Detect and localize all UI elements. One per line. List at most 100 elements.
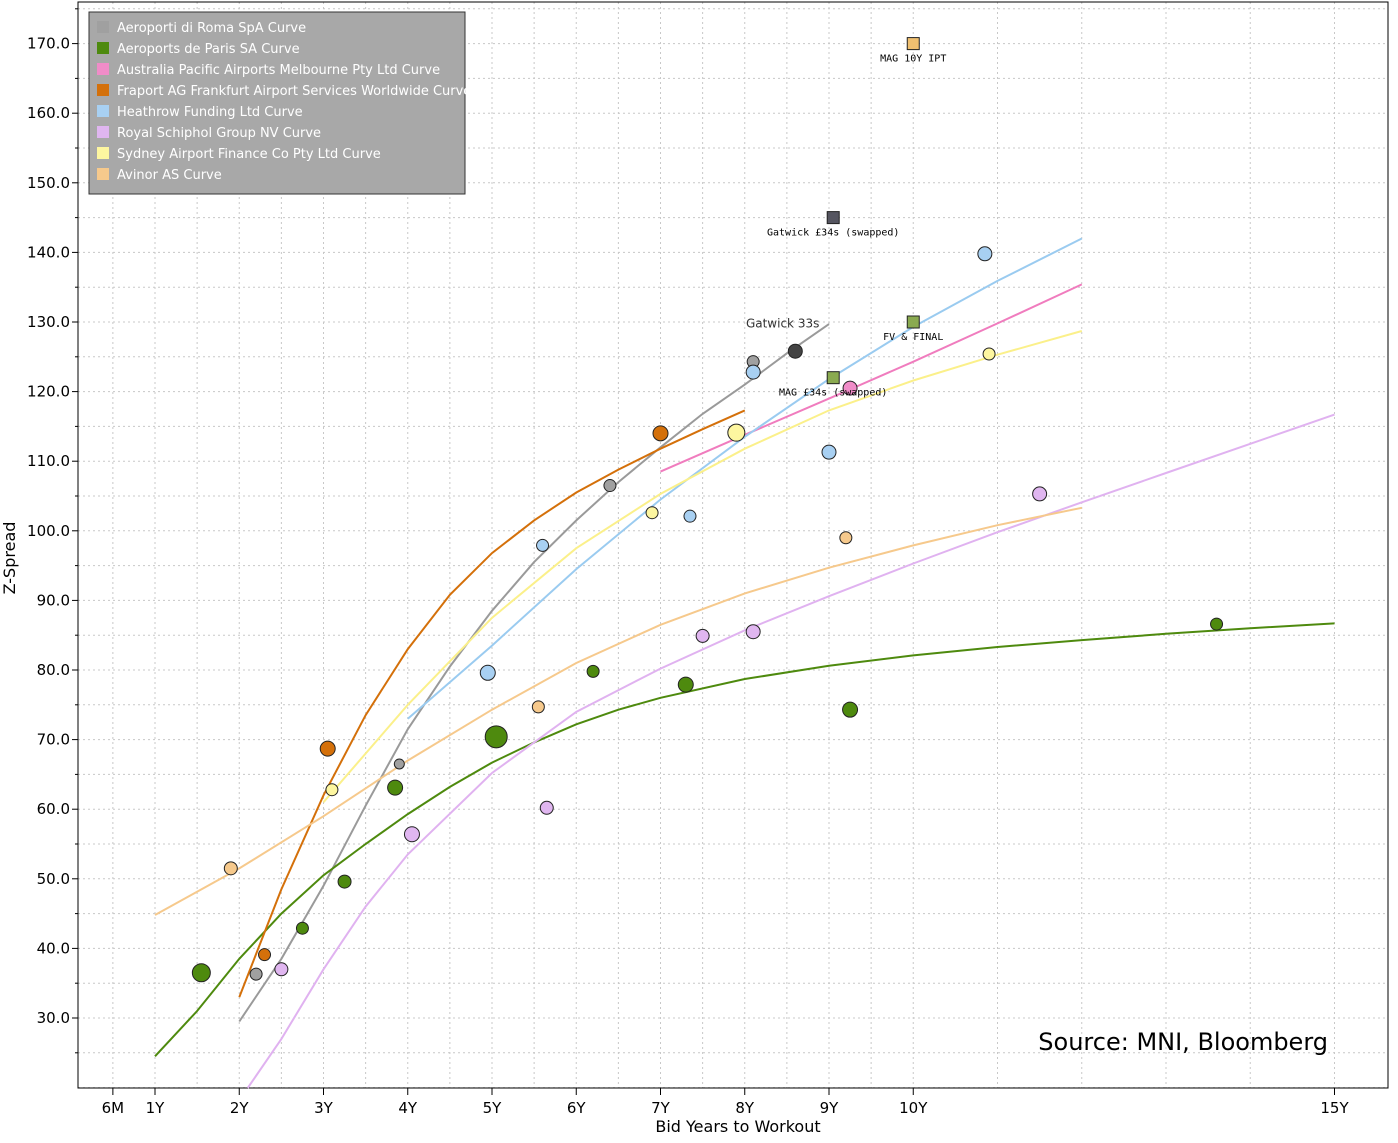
data-point [1210,617,1224,631]
legend-label: Aeroporti di Roma SpA Curve [117,21,306,36]
legend-swatch [97,147,109,159]
annotation-label: Gatwick 33s [746,317,819,331]
y-tick-label: 80.0 [37,661,70,679]
fitted-curves [154,237,1335,1089]
data-point [274,962,289,977]
axes: 30.0 40.0 50.0 60.0 70.0 80.0 90.0 100.0 110.0 12… [27,1,1389,1117]
x-tick-label: 6Y [567,1099,587,1117]
legend-swatch [97,168,109,180]
marker-label: MAG £34s (swapped) [779,388,887,399]
data-point [531,700,545,714]
curve-line [660,283,1083,473]
data-point [484,725,508,749]
y-tick-label: 150.0 [27,174,70,192]
y-tick-label: 40.0 [37,939,70,957]
square-marker [826,371,840,385]
data-point [745,624,761,640]
x-tick-label: 8Y [735,1099,755,1117]
y-tick-label: 120.0 [27,383,70,401]
data-point [842,380,858,396]
curve-line [407,237,1083,720]
legend-swatch [97,84,109,96]
data-point [295,921,309,935]
data-point [223,861,238,876]
y-axis-title: Z-Spread [0,522,19,595]
curve-line [154,622,1335,1057]
curve-line [154,506,1083,916]
legend-label: Aeroports de Paris SA Curve [117,42,300,57]
legend-swatch [97,105,109,117]
y-tick-label: 130.0 [27,313,70,331]
y-tick-label: 90.0 [37,591,70,609]
legend[interactable]: Aeroporti di Roma SpA Curve Aeroports de … [88,11,471,195]
data-point [745,364,761,380]
data-point [1032,486,1048,502]
data-point [821,444,837,460]
legend-swatch [97,21,109,33]
curve-line [322,330,1083,803]
marker-label: MAG 10Y IPT [880,54,946,65]
legend-label: Heathrow Funding Ltd Curve [117,105,303,120]
data-point [536,538,550,552]
data-point [683,509,697,523]
data-point [652,425,669,442]
square-marker [906,315,920,329]
data-point [727,423,746,442]
x-tick-label: 5Y [483,1099,503,1117]
annotations: Gatwick 33s [746,317,819,331]
y-tick-label: 110.0 [27,452,70,470]
data-point [982,347,996,361]
data-point [479,664,496,681]
data-point [677,676,694,693]
data-point [842,701,859,718]
legend-swatch [97,126,109,138]
data-point [249,967,263,981]
x-tick-label: 6M [102,1099,125,1117]
legend-label: Australia Pacific Airports Melbourne Pty… [117,63,440,78]
data-point [695,628,710,643]
x-tick-label: 3Y [314,1099,334,1117]
plot-border [77,1,1389,1089]
legend-label: Royal Schiphol Group NV Curve [117,126,321,141]
legend-swatch [97,63,109,75]
data-point [977,246,993,262]
data-point [319,740,336,757]
x-tick-label: 9Y [820,1099,840,1117]
data-point [337,874,352,889]
y-tick-label: 50.0 [37,870,70,888]
curve-line [238,409,746,998]
x-tick-label: 7Y [651,1099,671,1117]
marker-label: FV & FINAL [883,332,943,343]
data-point [393,758,405,770]
data-point [787,343,803,359]
x-tick-label: 1Y [146,1099,166,1117]
y-tick-label: 100.0 [27,522,70,540]
y-tick-label: 30.0 [37,1009,70,1027]
curve-line [238,323,830,1023]
data-points [191,246,1224,983]
square-marker [826,211,840,225]
legend-swatch [97,42,109,54]
square-marker [906,37,920,51]
y-tick-label: 160.0 [27,104,70,122]
data-point [191,963,211,983]
legend-label: Sydney Airport Finance Co Pty Ltd Curve [117,147,381,162]
x-tick-label: 10Y [899,1099,928,1117]
data-point [603,479,617,493]
data-point [539,800,554,815]
square-markers: MAG 10Y IPT Gatwick £34s (swapped) FV & FI… [767,37,946,399]
y-tick-label: 170.0 [27,35,70,53]
data-point [586,664,600,678]
data-point [839,531,853,545]
x-axis-title: Bid Years to Workout [655,1117,820,1136]
marker-label: Gatwick £34s (swapped) [767,228,899,239]
source-note: Source: MNI, Bloomberg [1038,1028,1328,1056]
y-tick-label: 60.0 [37,800,70,818]
legend-label: Fraport AG Frankfurt Airport Services Wo… [117,84,471,99]
legend-label: Avinor AS Curve [117,168,222,183]
x-tick-label: 15Y [1320,1099,1349,1117]
data-point [403,826,420,843]
data-point [387,779,404,796]
